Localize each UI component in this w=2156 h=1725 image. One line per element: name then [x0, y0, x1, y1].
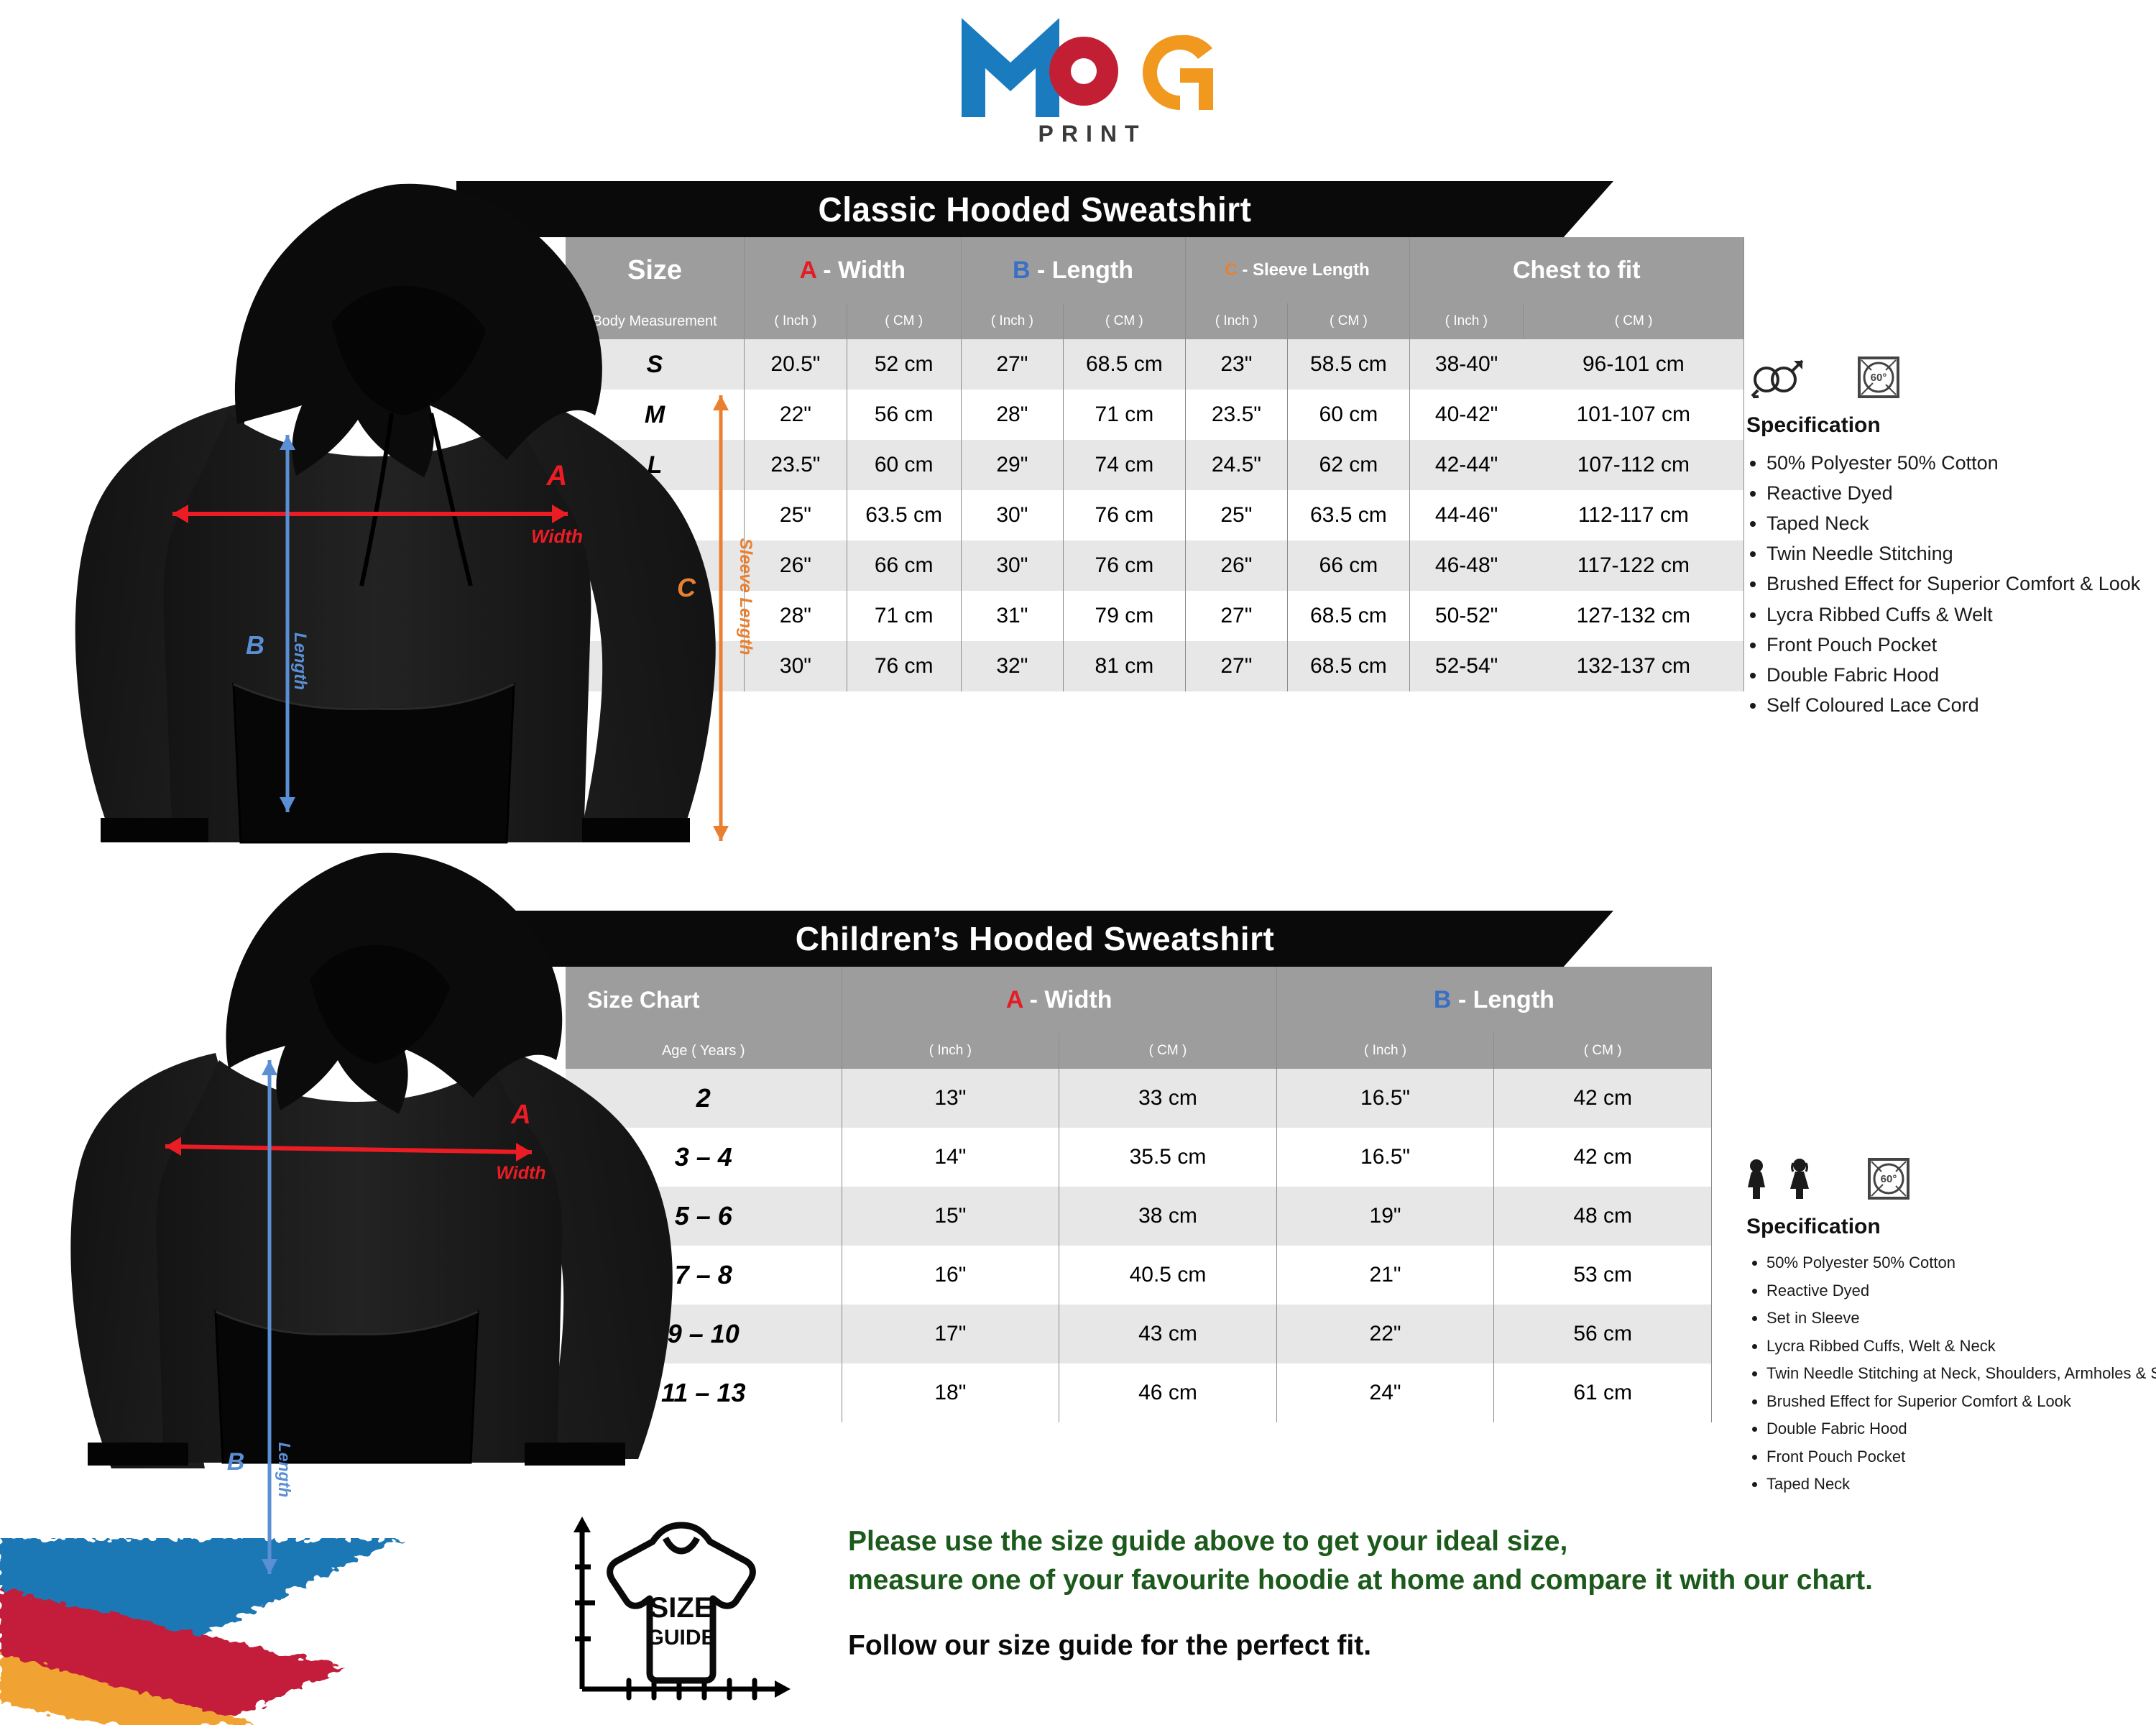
svg-text:B: B — [227, 1448, 245, 1476]
svg-text:B: B — [246, 630, 264, 660]
svg-text:C: C — [677, 573, 696, 602]
svg-text:Length: Length — [275, 1443, 294, 1498]
svg-text:PRINT: PRINT — [1038, 121, 1147, 147]
svg-text:A: A — [546, 460, 568, 492]
svg-text:60°: 60° — [1881, 1173, 1897, 1185]
svg-text:GUIDE: GUIDE — [647, 1626, 715, 1650]
svg-text:Width: Width — [496, 1163, 545, 1183]
svg-text:Length: Length — [290, 632, 310, 690]
svg-text:SIZE: SIZE — [650, 1592, 714, 1624]
svg-text:A: A — [510, 1100, 530, 1130]
svg-text:60°: 60° — [1871, 372, 1887, 384]
svg-text:Width: Width — [531, 525, 583, 547]
svg-text:Sleeve Length: Sleeve Length — [736, 538, 755, 656]
